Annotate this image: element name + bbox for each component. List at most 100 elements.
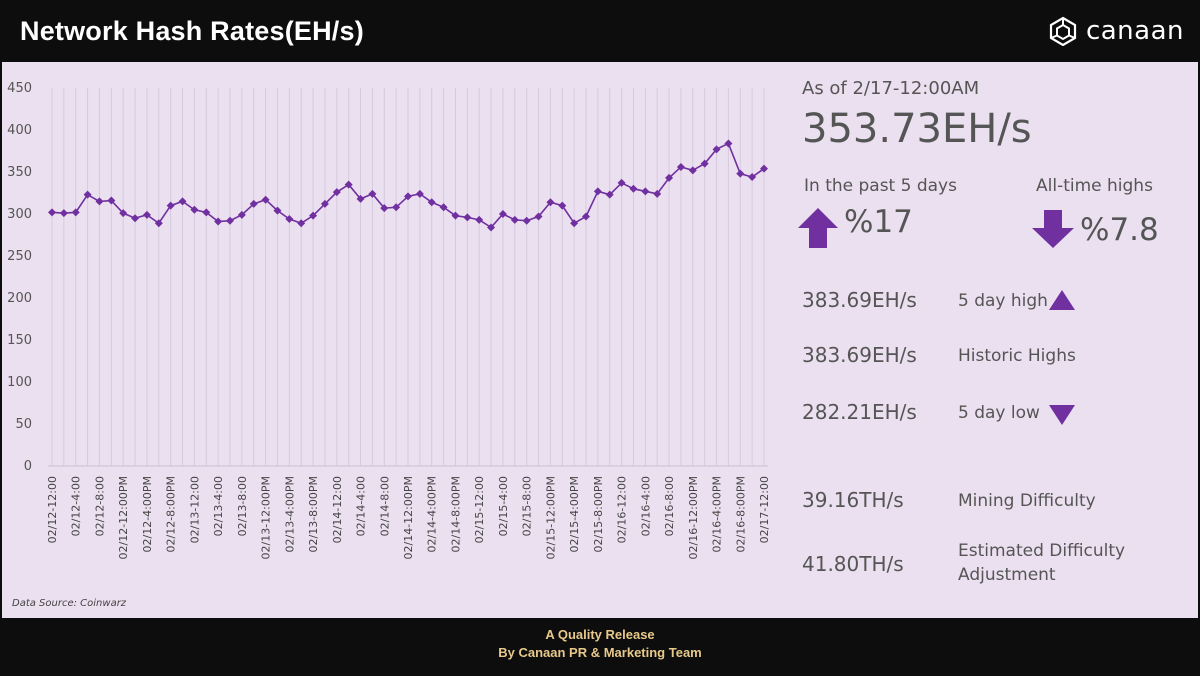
x-tick-label: 02/13-12:00 bbox=[188, 476, 201, 543]
y-tick-label: 200 bbox=[7, 291, 32, 306]
y-tick-label: 150 bbox=[7, 333, 32, 348]
data-point bbox=[178, 197, 187, 206]
data-point bbox=[427, 198, 436, 207]
x-tick-label: 02/15-4:00 bbox=[497, 476, 510, 536]
data-point bbox=[439, 203, 448, 212]
data-point bbox=[261, 195, 270, 204]
data-point bbox=[368, 189, 377, 198]
data-point bbox=[237, 210, 246, 219]
x-tick-label: 02/14-8:00 bbox=[378, 476, 391, 536]
x-tick-label: 02/16-4:00 bbox=[639, 476, 652, 536]
estimated-adjustment-label-1: Estimated Difficulty bbox=[958, 541, 1126, 561]
five-day-high-value: 383.69EH/s bbox=[802, 288, 917, 312]
triangle-down-icon bbox=[1049, 405, 1075, 425]
current-hash-rate: 353.73EH/s bbox=[802, 106, 1032, 152]
data-point bbox=[297, 219, 306, 228]
all-time-highs-change: %7.8 bbox=[1080, 212, 1159, 248]
x-tick-label: 02/15-8:00 bbox=[521, 476, 534, 536]
data-point bbox=[593, 187, 602, 196]
data-point bbox=[59, 209, 68, 218]
data-point bbox=[309, 211, 318, 220]
y-tick-label: 0 bbox=[24, 459, 32, 474]
triangle-up-icon bbox=[1049, 290, 1075, 310]
five-day-low-value: 282.21EH/s bbox=[802, 400, 917, 424]
page-title: Network Hash Rates(EH/s) bbox=[20, 16, 364, 46]
y-tick-label: 250 bbox=[7, 249, 32, 264]
x-tick-label: 02/15-12:00PM bbox=[544, 476, 557, 560]
all-time-highs-label: All-time highs bbox=[1036, 176, 1153, 196]
data-point bbox=[546, 198, 555, 207]
data-point bbox=[131, 214, 140, 223]
footer-bar: A Quality Release By Canaan PR & Marketi… bbox=[0, 618, 1200, 676]
data-point bbox=[463, 213, 472, 222]
data-point bbox=[107, 196, 116, 205]
data-point bbox=[202, 208, 211, 217]
data-point bbox=[71, 208, 80, 217]
data-point bbox=[558, 201, 567, 210]
data-point bbox=[534, 212, 543, 221]
x-tick-label: 02/12-12:00 bbox=[46, 476, 59, 543]
data-point bbox=[475, 215, 484, 224]
x-tick-label: 02/15-8:00PM bbox=[592, 476, 605, 553]
data-point bbox=[249, 199, 258, 208]
canaan-logo: canaan bbox=[1048, 14, 1184, 48]
x-tick-label: 02/14-8:00PM bbox=[449, 476, 462, 553]
data-point bbox=[617, 178, 626, 187]
x-tick-label: 02/14-12:00PM bbox=[402, 476, 415, 560]
x-tick-label: 02/16-12:00PM bbox=[687, 476, 700, 560]
y-tick-label: 450 bbox=[7, 81, 32, 96]
footer-line-2: By Canaan PR & Marketing Team bbox=[498, 645, 702, 660]
x-tick-label: 02/16-12:00 bbox=[616, 476, 629, 543]
data-point bbox=[676, 162, 685, 171]
data-point bbox=[760, 164, 768, 173]
data-point bbox=[95, 197, 104, 206]
arrow-up-icon bbox=[798, 208, 838, 248]
data-point bbox=[166, 201, 175, 210]
data-point bbox=[332, 188, 341, 197]
data-point bbox=[320, 199, 329, 208]
data-point bbox=[700, 159, 709, 168]
data-point bbox=[641, 187, 650, 196]
data-point bbox=[190, 205, 199, 214]
past-5-days-change: %17 bbox=[844, 204, 913, 240]
data-source-note: Data Source: Coinwarz bbox=[12, 598, 127, 609]
hash-rate-line-chart: 0 50 100 150 200 250 300 350 400 450 02/12-12:00 02… bbox=[7, 81, 771, 560]
data-point bbox=[712, 145, 721, 154]
mining-difficulty-label: Mining Difficulty bbox=[958, 491, 1096, 511]
historic-high-label: Historic Highs bbox=[958, 346, 1076, 366]
x-tick-label: 02/14-12:00 bbox=[331, 476, 344, 543]
data-point bbox=[273, 206, 282, 215]
data-point bbox=[724, 139, 733, 148]
data-point bbox=[404, 192, 412, 201]
x-tick-label: 02/12-8:00PM bbox=[165, 476, 178, 553]
data-point bbox=[570, 219, 579, 228]
x-tick-label: 02/12-8:00 bbox=[93, 476, 106, 536]
x-tick-label: 02/13-4:00PM bbox=[283, 476, 296, 553]
data-point bbox=[344, 180, 353, 189]
data-point bbox=[226, 216, 234, 225]
data-point bbox=[498, 210, 507, 218]
data-point bbox=[653, 189, 662, 198]
x-tick-label: 02/12-4:00PM bbox=[141, 476, 154, 553]
x-tick-label: 02/16-8:00PM bbox=[734, 476, 747, 553]
x-tick-label: 02/12-4:00 bbox=[70, 476, 83, 536]
data-point bbox=[582, 212, 590, 221]
data-point bbox=[629, 184, 638, 193]
data-point bbox=[736, 169, 745, 178]
footer-line-1: A Quality Release bbox=[545, 627, 655, 642]
estimated-adjustment-label-2: Adjustment bbox=[958, 565, 1056, 585]
data-point bbox=[48, 208, 56, 217]
x-tick-label: 02/16-4:00PM bbox=[711, 476, 724, 553]
data-point bbox=[451, 211, 460, 220]
x-tick-label: 02/16-8:00 bbox=[663, 476, 676, 536]
y-tick-label: 100 bbox=[7, 375, 32, 390]
data-point bbox=[214, 217, 223, 226]
data-point bbox=[142, 210, 151, 219]
data-point bbox=[487, 223, 496, 232]
x-tick-label: 02/13-8:00PM bbox=[307, 476, 320, 553]
x-tick-label: 02/14-4:00PM bbox=[426, 476, 439, 553]
historic-high-value: 383.69EH/s bbox=[802, 343, 917, 367]
data-point bbox=[356, 194, 365, 203]
x-tick-label: 02/14-4:00 bbox=[355, 476, 368, 536]
x-tick-label: 02/17-12:00 bbox=[758, 476, 771, 543]
